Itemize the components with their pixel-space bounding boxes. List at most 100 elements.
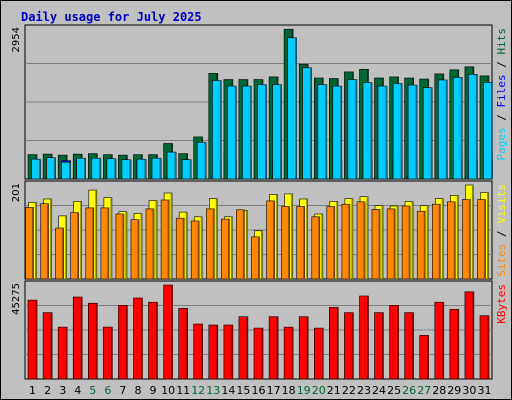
bar-shade <box>306 316 309 379</box>
day-label-12: 12 <box>191 384 205 397</box>
bar-shade <box>310 67 312 179</box>
day-label-16: 16 <box>252 384 266 397</box>
bar-shade <box>471 185 474 279</box>
bar-shade <box>487 315 489 379</box>
day-label-28: 28 <box>432 384 446 397</box>
bar-shade <box>234 86 237 179</box>
bar-shade <box>400 83 403 179</box>
day-label-20: 20 <box>312 384 326 397</box>
bar-shade <box>430 87 433 179</box>
bar-shade <box>276 194 278 279</box>
panels: 2954 Pages / Files / Hits 201 Sites / Visit… <box>11 24 508 380</box>
day-label-25: 25 <box>387 384 401 397</box>
bar-shade <box>442 302 444 379</box>
day-label-13: 13 <box>206 384 220 397</box>
day-label-1: 1 <box>29 384 36 397</box>
series-pages <box>31 37 493 180</box>
day-label-14: 14 <box>221 384 235 397</box>
bar-shade <box>242 209 245 279</box>
chart-title: Daily usage for July 2025 <box>21 10 202 24</box>
bar-shade <box>201 324 203 379</box>
day-label-9: 9 <box>150 384 157 397</box>
day-label-27: 27 <box>417 384 431 397</box>
bar-shade <box>460 77 463 179</box>
bar-shade <box>412 312 414 379</box>
series-legend-label: Sites / Visits <box>495 184 508 277</box>
bar-shade <box>397 305 399 379</box>
bar-shade <box>456 195 459 279</box>
day-label-11: 11 <box>176 384 190 397</box>
day-label-29: 29 <box>447 384 461 397</box>
bar-shade <box>200 216 203 279</box>
bar-shade <box>95 303 98 379</box>
bar-shade <box>261 328 263 379</box>
bar-shade <box>491 82 493 179</box>
bar-shade <box>423 211 426 279</box>
bar-shade <box>186 308 188 379</box>
day-label-30: 30 <box>462 384 476 397</box>
y-max-label: 45275 <box>11 283 22 315</box>
day-label-26: 26 <box>402 384 416 397</box>
legend-part: KBytes <box>495 284 508 324</box>
bar-shade <box>140 213 142 279</box>
bar-shade <box>348 204 350 279</box>
series-legend-label: KBytes <box>495 284 508 324</box>
bar-shade <box>231 325 233 379</box>
bar-shade <box>426 205 429 279</box>
bar-shade <box>171 285 173 379</box>
bar-shade <box>408 206 411 279</box>
bar-shade <box>189 159 192 179</box>
day-labels: 1 2 3 4 5 6 7 8 9 10 11 12 13 14 15 16 17 18 19 20 21 22 23 24 2… <box>29 384 492 397</box>
bar-shade <box>65 327 68 379</box>
bar-shade <box>50 199 52 279</box>
legend-part: Files <box>495 74 508 107</box>
bar-shade <box>472 291 474 379</box>
bar-shade <box>99 158 101 179</box>
day-label-17: 17 <box>267 384 281 397</box>
bar-shade <box>35 202 37 279</box>
day-label-21: 21 <box>327 384 341 397</box>
bar-shade <box>219 80 222 179</box>
bar-shade <box>273 200 275 279</box>
bar-shade <box>258 236 260 279</box>
bar-shade <box>280 84 282 179</box>
bar-shade <box>468 199 471 279</box>
bar-shade <box>167 200 170 279</box>
bar-shade <box>156 302 158 379</box>
bar-shade <box>170 193 173 279</box>
bar-shade <box>441 198 444 279</box>
bar-shade <box>366 196 368 279</box>
bar-shade <box>245 210 248 279</box>
bar-shade <box>227 219 230 279</box>
day-label-5: 5 <box>89 384 96 397</box>
bar-shade <box>141 298 143 379</box>
bar-shade <box>363 201 365 279</box>
bar-shade <box>393 208 396 279</box>
bar-shade <box>110 197 112 279</box>
bar-shade <box>457 309 459 379</box>
bar-shade <box>385 86 387 179</box>
bar-shade <box>182 218 185 279</box>
bar-shade <box>47 203 49 279</box>
bar-shade <box>215 198 218 279</box>
panel-kbytes: 45275 KBytes <box>11 280 508 380</box>
day-label-31: 31 <box>478 384 492 397</box>
bar-shade <box>80 201 82 279</box>
legend-part: / <box>495 224 508 244</box>
bar-shade <box>336 307 339 379</box>
bar-shade <box>155 200 157 279</box>
day-label-15: 15 <box>236 384 250 397</box>
bar-shade <box>197 221 200 279</box>
bar-shade <box>475 74 478 179</box>
y-max-label: 201 <box>11 183 22 202</box>
bar-shade <box>62 228 64 279</box>
bar-shade <box>487 192 489 279</box>
bar-shade <box>288 206 290 279</box>
bar-shade <box>84 158 86 179</box>
bar-shade <box>396 206 399 279</box>
bar-shade <box>415 85 418 179</box>
bar-shade <box>351 198 353 279</box>
bar-shade <box>230 216 233 279</box>
legend-part: Pages <box>495 127 508 160</box>
bar-shade <box>137 219 139 279</box>
